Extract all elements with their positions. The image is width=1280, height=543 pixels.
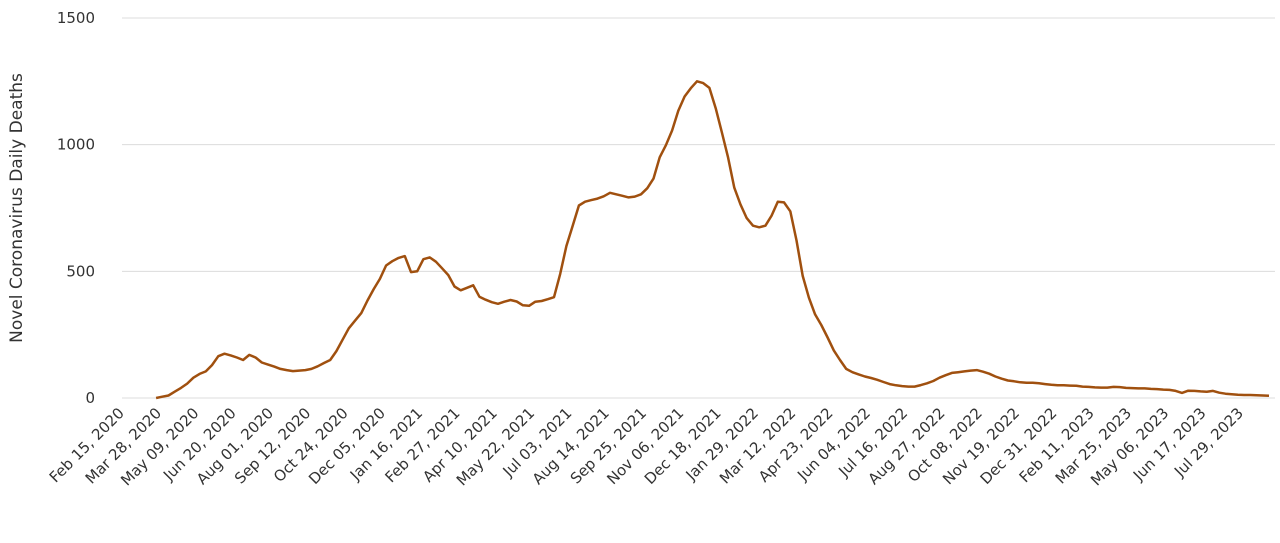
data-line <box>155 80 1270 400</box>
y-tick-label: 500 <box>66 262 95 280</box>
y-tick-label: 1500 <box>57 9 95 27</box>
y-axis-title: Novel Coronavirus Daily Deaths <box>7 73 27 343</box>
y-tick-label: 0 <box>85 389 95 407</box>
y-tick-label: 1000 <box>57 136 95 154</box>
